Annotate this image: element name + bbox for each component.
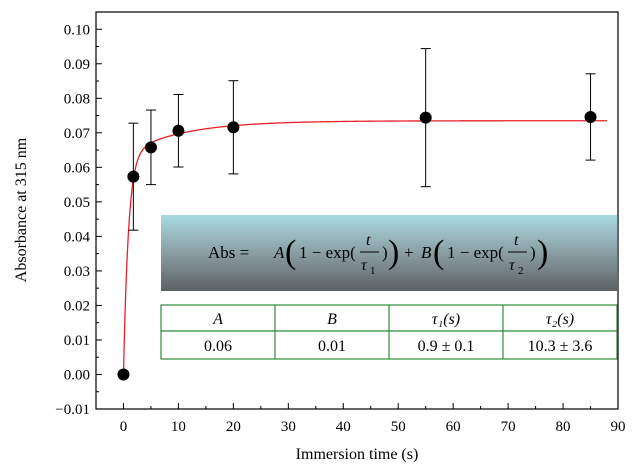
table-header-cell: τ₂(s) [546,311,574,328]
data-points [117,110,597,381]
table-header-cell: τ₁(s) [432,311,460,328]
data-point [127,170,140,183]
table-value-cell: 0.06 [204,338,232,355]
x-tick-label: 60 [446,419,461,435]
eq-close-2: ) [530,243,536,262]
y-tick-label: 0.06 [64,160,91,176]
table-value-cell: 0.9 ± 0.1 [418,338,475,355]
table-header-cell: A [212,311,223,328]
x-tick-label: 30 [281,419,296,435]
x-tick-label: 10 [171,419,186,435]
eq-paren-open-1: ( [285,234,296,271]
eq-paren-close-2: ) [537,234,548,271]
eq-one-minus-exp-2: 1 − exp( [447,243,504,262]
y-tick-label: 0.05 [64,195,90,211]
eq-tau-1: τ [361,257,368,274]
x-tick-label: 70 [501,419,516,435]
table-value-cell: 10.3 ± 3.6 [528,338,593,355]
eq-tau-1-sub: 1 [370,265,376,277]
table-header-cell: B [327,311,337,328]
equation-box: Abs = A ( 1 − exp( t τ 1 ) ) + B ( 1 − e… [161,215,617,291]
y-tick-label: 0.08 [64,91,90,107]
y-tick-label: 0.00 [64,367,90,383]
eq-lhs: Abs = [208,243,249,262]
plot-frame [95,11,619,410]
error-bars [128,48,596,231]
data-point [172,124,185,137]
eq-B: B [421,243,432,262]
x-tick-label: 40 [336,419,351,435]
y-tick-label: 0.10 [64,22,90,38]
y-tick-label: 0.04 [64,229,91,245]
eq-tau-2-sub: 2 [518,265,524,277]
eq-close-1: ) [382,243,388,262]
y-tick-label: 0.03 [64,264,90,280]
y-tick-label: 0.01 [64,333,90,349]
table-value-cell: 0.01 [318,338,346,355]
y-tick-label: 0.02 [64,298,90,314]
eq-A: A [273,243,285,262]
y-tick-label: 0.09 [64,57,90,73]
eq-paren-open-2: ( [433,234,444,271]
x-tick-label: 50 [391,419,406,435]
data-point [419,111,432,124]
data-point [227,121,240,134]
x-axis-title: Immersion time (s) [296,446,419,463]
eq-t-2: t [514,232,519,249]
x-tick-label: 0 [120,419,128,435]
eq-one-minus-exp-1: 1 − exp( [299,243,356,262]
eq-plus: + [404,243,414,262]
y-tick-label: 0.07 [64,126,91,142]
eq-t-1: t [366,232,371,249]
data-point [584,110,597,123]
parameter-table: A B τ₁(s) τ₂(s) 0.06 0.01 0.9 ± 0.1 10.3… [160,304,618,360]
data-point [117,368,130,381]
y-axis-ticks: −0.01 0.00 0.01 0.02 0.03 0.04 0.05 0.06 0.07 0.0… [55,11,102,418]
y-tick-label: −0.01 [55,402,90,418]
y-axis-title: Absorbance at 315 nm [13,137,30,282]
x-tick-label: 80 [556,419,571,435]
data-point [144,141,157,154]
x-tick-label: 20 [226,419,241,435]
x-axis-ticks: 0 10 20 30 40 50 60 70 80 90 [95,403,626,435]
x-tick-label: 90 [611,419,626,435]
eq-paren-close-1: ) [388,234,399,271]
eq-tau-2: τ [509,257,516,274]
